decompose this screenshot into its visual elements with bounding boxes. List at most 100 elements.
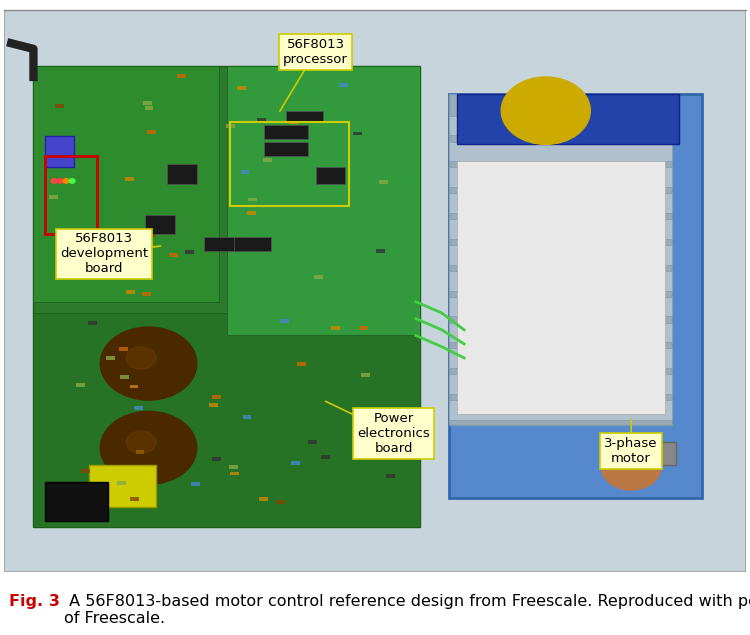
Bar — [331, 326, 340, 330]
Circle shape — [602, 445, 661, 490]
Bar — [134, 406, 142, 410]
Bar — [230, 122, 349, 206]
Bar — [167, 164, 196, 184]
Bar — [130, 385, 139, 389]
Bar — [449, 193, 672, 213]
Bar — [226, 124, 236, 128]
Bar — [290, 120, 298, 124]
Bar — [34, 66, 219, 302]
Bar — [449, 219, 672, 239]
Circle shape — [69, 178, 75, 183]
Bar — [264, 124, 308, 139]
Circle shape — [51, 178, 57, 183]
Bar — [145, 106, 154, 110]
Bar — [449, 94, 672, 425]
Bar — [126, 290, 135, 294]
Bar — [316, 167, 345, 184]
Bar — [268, 133, 278, 138]
Bar — [191, 483, 200, 486]
Bar — [291, 461, 300, 465]
Bar — [380, 180, 388, 184]
Bar — [276, 500, 285, 504]
Bar — [386, 439, 394, 443]
Text: Power
electronics
board: Power electronics board — [357, 412, 430, 455]
Bar — [632, 442, 676, 465]
Bar — [247, 211, 256, 215]
Bar — [145, 215, 175, 234]
Bar — [147, 232, 156, 237]
Bar — [234, 237, 271, 251]
Text: 56F8013
development
board: 56F8013 development board — [60, 232, 148, 276]
Bar — [81, 469, 90, 473]
Bar — [106, 356, 116, 359]
Bar — [209, 403, 218, 406]
Bar — [142, 292, 151, 296]
Circle shape — [501, 77, 590, 144]
Bar — [457, 94, 680, 144]
Bar — [248, 197, 257, 201]
Bar — [359, 326, 368, 330]
Bar — [148, 130, 156, 134]
Bar — [353, 131, 362, 135]
Bar — [130, 497, 139, 501]
Bar — [259, 497, 268, 502]
Bar — [457, 161, 664, 414]
Bar — [376, 249, 385, 253]
Bar — [226, 66, 419, 335]
Bar — [449, 168, 672, 187]
Bar — [136, 450, 145, 454]
Bar — [449, 374, 672, 394]
Circle shape — [100, 327, 196, 400]
Bar — [449, 323, 672, 342]
Bar — [117, 481, 126, 485]
Bar — [297, 362, 306, 366]
Bar — [316, 175, 325, 178]
Bar — [88, 321, 97, 324]
Bar — [264, 142, 308, 156]
Bar — [177, 74, 186, 78]
Bar — [308, 440, 317, 444]
Circle shape — [126, 431, 156, 453]
Bar — [125, 177, 134, 180]
Bar — [242, 415, 251, 418]
Text: 3-phase
motor: 3-phase motor — [604, 437, 658, 465]
Circle shape — [100, 411, 196, 485]
Bar — [449, 400, 672, 420]
Bar — [230, 465, 238, 469]
Circle shape — [57, 178, 63, 183]
Bar — [44, 156, 97, 234]
Bar — [237, 86, 246, 90]
Bar — [230, 472, 238, 476]
Bar — [74, 233, 82, 237]
Bar — [286, 110, 323, 122]
Bar — [212, 457, 221, 460]
Bar — [449, 245, 672, 265]
Text: Fig. 3: Fig. 3 — [9, 594, 60, 609]
Bar — [50, 195, 58, 199]
Bar — [386, 474, 394, 478]
Circle shape — [63, 178, 69, 183]
Bar — [280, 319, 289, 323]
Bar — [361, 373, 370, 377]
Bar — [449, 94, 702, 498]
Bar — [154, 231, 164, 235]
Bar — [449, 297, 672, 316]
Bar — [449, 116, 672, 135]
Bar — [256, 118, 265, 122]
Bar — [211, 395, 220, 399]
Text: 56F8013
processor: 56F8013 processor — [284, 37, 348, 65]
Bar — [44, 481, 108, 521]
Bar — [449, 349, 672, 368]
Text: A 56F8013-based motor control reference design from Freescale. Reproduced with p: A 56F8013-based motor control reference … — [64, 594, 750, 626]
Bar — [449, 142, 672, 161]
Bar — [119, 347, 128, 351]
Bar — [169, 253, 178, 257]
Bar — [241, 170, 250, 174]
Bar — [143, 101, 152, 105]
Bar — [76, 383, 86, 387]
Bar — [89, 465, 156, 507]
Bar — [321, 455, 330, 459]
Bar — [185, 250, 194, 254]
Circle shape — [126, 347, 156, 369]
Bar — [34, 313, 419, 526]
